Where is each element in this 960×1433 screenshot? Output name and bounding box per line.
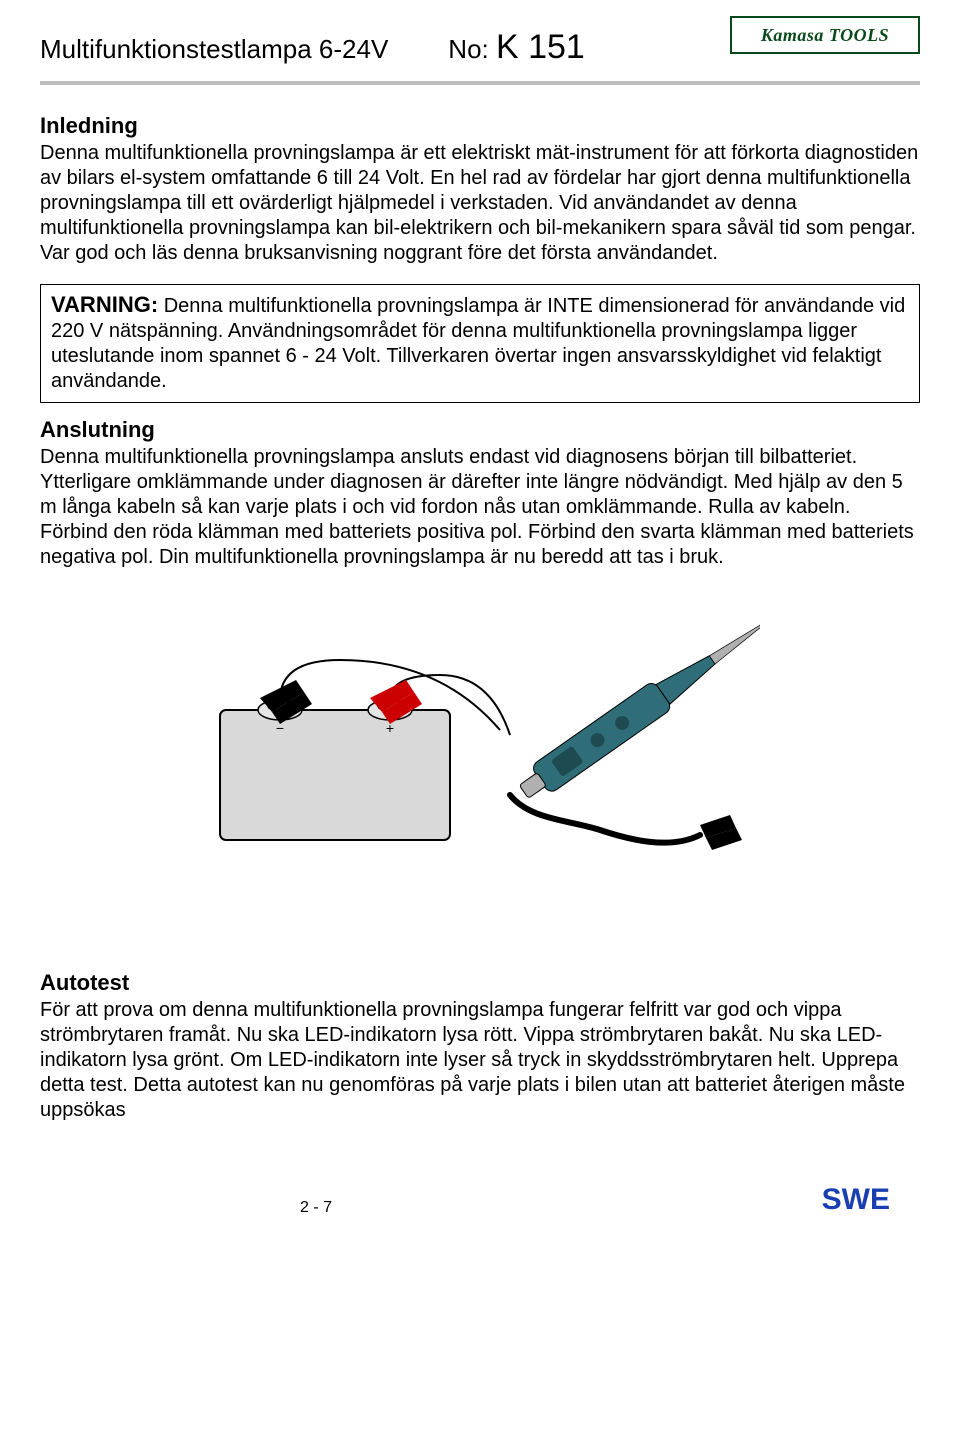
diagram-svg: − + [200, 620, 760, 880]
probe-cable [510, 795, 700, 843]
section-anslutning: Anslutning Denna multifunktionella provn… [40, 417, 920, 570]
battery-icon [220, 710, 450, 840]
doc-number: No: K 151 [448, 28, 585, 67]
probe-ground-clamp-icon [700, 815, 742, 850]
body-anslutning: Denna multifunktionella provningslampa a… [40, 445, 920, 570]
footer: 2 - 7 SWE [40, 1183, 920, 1217]
body-autotest: För att prova om denna multifunktionella… [40, 998, 920, 1123]
page-number: 2 - 7 [300, 1199, 332, 1217]
doc-number-value: K 151 [496, 28, 585, 66]
section-inledning: Inledning Denna multifunktionella provni… [40, 113, 920, 266]
doc-title: Multifunktionstestlampa 6-24V [40, 34, 388, 65]
section-autotest: Autotest För att prova om denna multifun… [40, 970, 920, 1123]
heading-autotest: Autotest [40, 970, 920, 996]
header-rule [40, 81, 920, 85]
brand-logo: Kamasa TOOLS [730, 16, 920, 54]
doc-number-prefix: No: [448, 34, 496, 64]
tester-probe-icon [514, 620, 760, 806]
heading-inledning: Inledning [40, 113, 920, 139]
language-code: SWE [822, 1183, 890, 1217]
warning-body: Denna multifunktionella provningslampa ä… [51, 295, 905, 392]
connection-diagram: − + [200, 620, 760, 880]
warning-box: VARNING: Denna multifunktionella provnin… [40, 284, 920, 403]
body-inledning: Denna multifunktionella provningslampa ä… [40, 141, 920, 266]
warning-label: VARNING: [51, 292, 158, 317]
heading-anslutning: Anslutning [40, 417, 920, 443]
